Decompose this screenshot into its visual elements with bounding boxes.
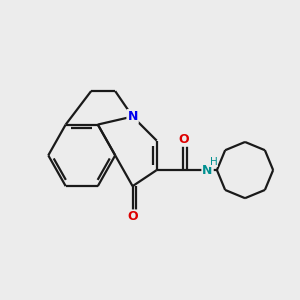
Text: H: H — [210, 157, 217, 166]
Text: N: N — [202, 164, 213, 177]
Text: N: N — [128, 110, 138, 123]
Text: O: O — [127, 210, 138, 224]
Text: O: O — [178, 133, 189, 146]
